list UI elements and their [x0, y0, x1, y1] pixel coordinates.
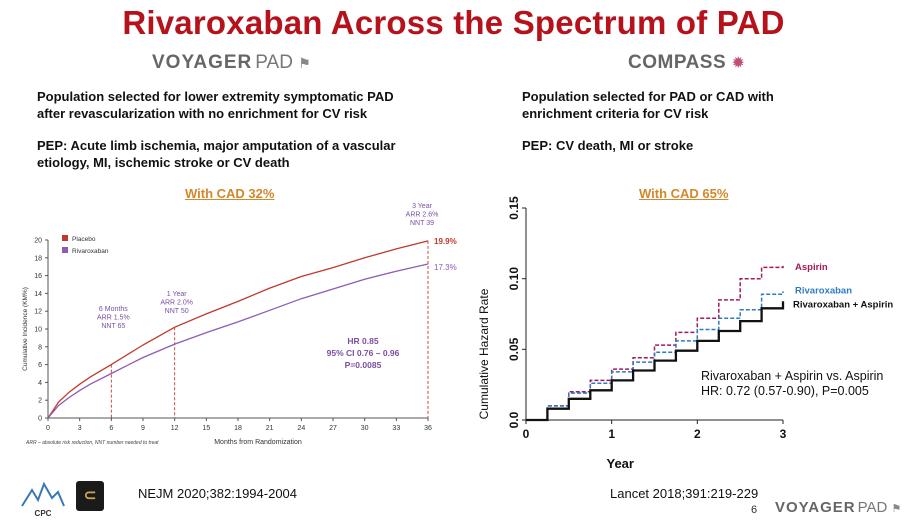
y-tick-label: 0.15 — [507, 196, 521, 220]
left-pep-line: etiology, MI, ischemic stroke or CV deat… — [37, 155, 290, 170]
x-tick-label: 3 — [78, 425, 82, 432]
y-axis-label: Cumulative Incidence (KM%) — [22, 287, 29, 371]
voyager-logo-text: VOYAGER — [152, 52, 253, 73]
page-number: 6 — [751, 504, 758, 516]
series-end-label: Rivaroxaban + Aspirin — [793, 299, 893, 310]
compass-rose-icon: ✹ — [731, 55, 745, 72]
series-end-label: Rivaroxaban — [795, 285, 852, 296]
end-label-rivaroxaban: 17.3% — [434, 263, 457, 272]
university-logo: ⊂ — [76, 481, 104, 511]
x-tick-label: 15 — [202, 425, 210, 432]
y-tick-label: 18 — [34, 255, 42, 262]
marker-annotation: NNT 50 — [165, 308, 189, 315]
x-axis-label: Year — [606, 456, 633, 471]
y-tick-label: 8 — [38, 344, 42, 351]
y-tick-label: 0.05 — [507, 337, 521, 361]
left-population-line: after revascularization with no enrichme… — [37, 106, 368, 121]
cu-monogram-icon: ⊂ — [83, 487, 97, 504]
x-tick-label: 21 — [266, 425, 274, 432]
marker-annotation: ARR 2.6% — [406, 212, 439, 219]
y-tick-label: 14 — [34, 291, 42, 298]
right-population: Population selected for PAD or CAD with … — [522, 88, 774, 122]
x-tick-label: 30 — [361, 425, 369, 432]
x-tick-label: 1 — [608, 427, 615, 441]
footnote: ARR – absolute risk reduction, NNT numbe… — [25, 440, 159, 446]
voyager-logo-suffix: PAD — [255, 52, 293, 73]
marker-annotation: 6 Months — [99, 306, 128, 313]
x-axis-label: Months from Randomization — [214, 439, 302, 446]
y-tick-label: 10 — [34, 327, 42, 334]
x-tick-label: 18 — [234, 425, 242, 432]
marker-annotation: ARR 1.5% — [97, 315, 130, 322]
series-line-aspirin — [526, 265, 784, 421]
series-line-placebo — [47, 240, 429, 419]
series-end-label: Aspirin — [795, 262, 828, 273]
stats-text: HR 0.85 — [347, 336, 378, 346]
legend-label: Placebo — [72, 236, 96, 243]
voyager-logo: VOYAGER PAD ⚑ — [152, 52, 311, 74]
y-tick-label: 20 — [34, 238, 42, 245]
compass-logo-text: COMPASS — [628, 52, 727, 73]
marker-annotation: 1 Year — [167, 291, 188, 298]
page-title: Rivaroxaban Across the Spectrum of PAD — [122, 4, 785, 41]
marker-annotation: ARR 2.0% — [160, 300, 193, 307]
y-tick-label: 6 — [38, 362, 42, 369]
end-label-placebo: 19.9% — [434, 237, 457, 246]
x-tick-label: 2 — [694, 427, 701, 441]
x-tick-label: 12 — [171, 425, 179, 432]
series-line-rivaroxaban — [47, 263, 429, 419]
x-tick-label: 3 — [780, 427, 787, 441]
y-tick-label: 4 — [38, 380, 42, 387]
left-population: Population selected for lower extremity … — [37, 88, 394, 122]
legend-swatch — [62, 235, 68, 241]
left-population-line: Population selected for lower extremity … — [37, 89, 394, 104]
marker-annotation: NNT 39 — [410, 220, 434, 227]
marker-annotation: 3 Year — [412, 203, 433, 210]
x-tick-label: 36 — [424, 425, 432, 432]
flag-icon: ⚑ — [298, 55, 311, 71]
x-tick-label: 33 — [392, 425, 400, 432]
stats-text: 95% CI 0.76 – 0.96 — [327, 348, 400, 358]
y-tick-label: 0.0 — [507, 411, 521, 428]
series-line-rivaroxaban-aspirin — [526, 301, 785, 422]
y-axis-label: Cumulative Hazard Rate — [477, 288, 491, 419]
footer-logo-text: VOYAGER — [775, 499, 856, 516]
stats-text: HR: 0.72 (0.57-0.90), P=0.005 — [701, 384, 869, 398]
right-population-line: Population selected for PAD or CAD with — [522, 89, 774, 104]
y-tick-label: 12 — [34, 309, 42, 316]
cpc-logo-label: CPC — [35, 509, 52, 518]
x-tick-label: 0 — [46, 425, 50, 432]
left-subhead: With CAD 32% — [185, 186, 275, 201]
right-population-line: enrichment criteria for CV risk — [522, 106, 709, 121]
x-tick-label: 6 — [109, 425, 113, 432]
right-reference: Lancet 2018;391:219-229 — [610, 486, 759, 501]
legend-label: Rivaroxaban — [72, 248, 109, 255]
y-tick-label: 16 — [34, 273, 42, 280]
right-subhead: With CAD 65% — [639, 186, 729, 201]
left-reference: NEJM 2020;382:1994-2004 — [138, 486, 298, 501]
y-tick-label: 0.10 — [507, 267, 521, 291]
x-tick-label: 9 — [141, 425, 145, 432]
stats-text: Rivaroxaban + Aspirin vs. Aspirin — [701, 369, 883, 383]
legend-swatch — [62, 247, 68, 253]
y-tick-label: 0 — [38, 416, 42, 423]
left-pep: PEP: Acute limb ischemia, major amputati… — [37, 137, 396, 171]
y-tick-label: 2 — [38, 398, 42, 405]
footer-logo-suffix: PAD — [857, 499, 888, 516]
mountain-icon: CPC — [21, 481, 65, 518]
cpc-logo: CPC — [20, 478, 66, 518]
marker-annotation: NNT 65 — [101, 323, 125, 330]
series-line-rivaroxaban — [526, 291, 784, 421]
stats-text: P=0.0085 — [345, 360, 382, 370]
footer-voyager-logo: VOYAGER PAD ⚑ — [775, 499, 901, 516]
x-tick-label: 27 — [329, 425, 337, 432]
left-pep-line: PEP: Acute limb ischemia, major amputati… — [37, 138, 396, 153]
right-pep: PEP: CV death, MI or stroke — [522, 138, 694, 153]
compass-logo: COMPASS ✹ — [628, 52, 745, 74]
x-tick-label: 24 — [297, 425, 305, 432]
x-tick-label: 0 — [523, 427, 530, 441]
flag-icon: ⚑ — [891, 503, 902, 515]
compass-hazard-chart: 0.0 0.05 0.10 0.15 0 1 2 3 Cumulative Hazard Rat… — [477, 196, 893, 471]
